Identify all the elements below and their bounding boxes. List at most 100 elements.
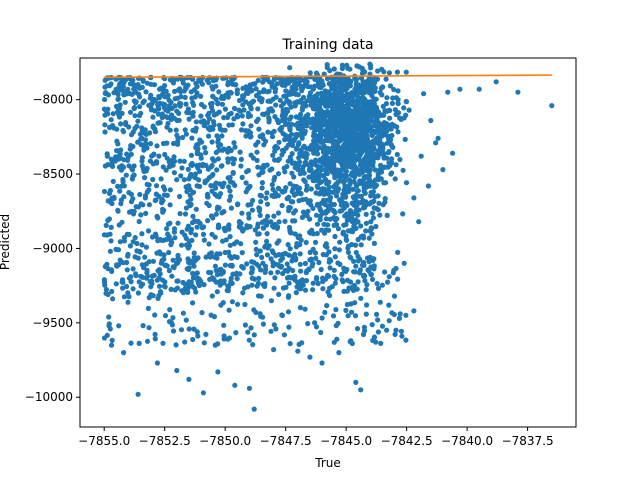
data-point <box>297 126 303 132</box>
data-point <box>288 230 294 236</box>
data-point <box>395 129 401 135</box>
data-point <box>294 191 300 197</box>
data-point <box>269 182 275 188</box>
data-point <box>190 213 196 219</box>
data-point <box>225 159 231 165</box>
data-point <box>152 312 158 318</box>
data-point <box>345 228 351 234</box>
data-point <box>104 232 110 238</box>
data-point <box>324 197 330 203</box>
data-point <box>150 293 156 299</box>
data-point <box>257 206 263 212</box>
data-point <box>121 238 127 244</box>
data-point <box>308 101 315 107</box>
data-point <box>365 147 371 153</box>
data-point <box>346 146 352 152</box>
data-point <box>371 266 377 272</box>
data-point <box>140 77 146 83</box>
data-point <box>221 333 227 339</box>
data-point <box>304 183 310 189</box>
data-point <box>201 340 207 346</box>
data-point <box>276 219 282 225</box>
data-point <box>247 85 253 91</box>
data-point <box>109 288 115 295</box>
data-point <box>371 119 377 125</box>
data-point <box>368 271 374 278</box>
data-point <box>316 158 322 164</box>
data-point <box>367 123 373 129</box>
data-point <box>131 163 137 169</box>
data-point <box>166 268 172 274</box>
data-point <box>226 184 232 190</box>
data-point <box>222 226 228 232</box>
data-point <box>384 124 390 130</box>
data-point <box>352 313 359 319</box>
data-point <box>118 201 124 207</box>
x-tick-label: −7842.5 <box>381 434 433 448</box>
data-point <box>256 275 262 281</box>
data-point <box>411 308 417 314</box>
data-point <box>342 84 348 90</box>
data-point <box>293 91 299 97</box>
data-point <box>303 187 309 193</box>
data-point <box>284 275 291 281</box>
data-point <box>218 278 224 284</box>
data-point <box>253 309 259 315</box>
data-point <box>220 238 226 244</box>
data-point <box>124 151 130 157</box>
data-point <box>334 152 340 158</box>
data-point <box>152 98 158 104</box>
data-point <box>310 205 316 211</box>
data-point <box>228 193 234 199</box>
data-point <box>201 104 207 110</box>
data-point <box>330 313 337 319</box>
data-point <box>273 102 279 108</box>
data-point <box>371 101 377 107</box>
data-point <box>193 232 199 238</box>
data-point <box>302 160 308 166</box>
data-point <box>369 139 375 145</box>
data-point <box>205 194 211 200</box>
data-point <box>159 198 165 204</box>
data-point <box>351 258 357 264</box>
data-point <box>440 167 446 173</box>
data-point <box>219 133 225 139</box>
data-point <box>157 271 163 277</box>
fit-line-group <box>104 74 552 79</box>
data-point <box>383 101 389 107</box>
data-point <box>292 103 298 109</box>
data-point <box>352 123 358 129</box>
data-point <box>210 119 217 125</box>
data-point <box>349 155 355 161</box>
data-point <box>285 121 291 127</box>
data-point <box>387 83 393 89</box>
data-point <box>324 303 330 309</box>
data-point <box>115 207 121 213</box>
data-point <box>364 302 370 308</box>
data-point <box>377 135 383 141</box>
data-point <box>223 92 229 98</box>
data-point <box>206 241 212 247</box>
data-point <box>120 179 126 185</box>
data-point <box>386 302 392 308</box>
y-tick-label: −9000 <box>32 241 73 255</box>
data-point <box>319 128 325 134</box>
data-point <box>353 208 359 214</box>
data-point <box>239 250 245 256</box>
x-tick-label: −7847.5 <box>260 434 312 448</box>
data-point <box>152 336 158 342</box>
data-point <box>240 85 246 91</box>
data-point <box>156 283 163 289</box>
data-point <box>136 340 142 346</box>
data-point <box>105 291 111 298</box>
data-point <box>102 122 108 128</box>
data-point <box>142 130 148 136</box>
data-point <box>231 140 237 146</box>
data-point <box>201 282 207 288</box>
data-point <box>371 240 377 246</box>
data-point <box>403 180 410 186</box>
data-point <box>162 284 168 290</box>
data-point <box>360 262 366 268</box>
data-point <box>243 189 249 195</box>
data-point <box>334 173 340 179</box>
